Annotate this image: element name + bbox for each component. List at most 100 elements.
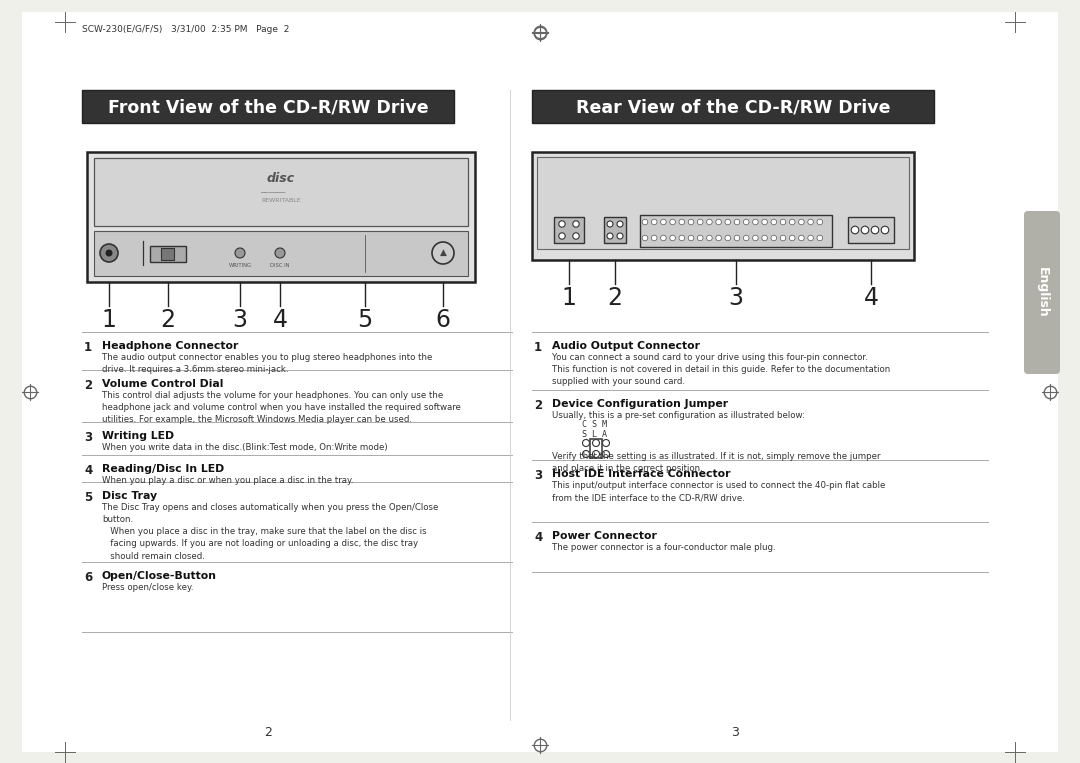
Circle shape [716,235,721,241]
Text: 6: 6 [435,308,450,332]
Text: Front View of the CD-R/RW Drive: Front View of the CD-R/RW Drive [108,98,429,116]
Text: 2: 2 [161,308,175,332]
Circle shape [679,235,685,241]
Bar [150,246,186,262]
Circle shape [558,221,565,227]
Circle shape [432,242,454,264]
Text: 3: 3 [84,431,92,444]
Circle shape [761,235,768,241]
Bar [94,231,468,276]
Bar [532,152,914,260]
Circle shape [816,219,823,225]
Text: WRITING: WRITING [229,263,252,268]
Bar [537,157,909,249]
Circle shape [572,233,579,239]
Circle shape [558,233,565,239]
Circle shape [643,219,648,225]
Bar [94,158,468,226]
Circle shape [706,235,712,241]
Text: 2: 2 [265,726,272,739]
Circle shape [816,235,823,241]
Circle shape [582,439,590,446]
Bar [848,217,894,243]
Text: 6: 6 [84,571,92,584]
Circle shape [753,219,758,225]
Circle shape [734,235,740,241]
Circle shape [734,219,740,225]
Circle shape [603,450,609,458]
Circle shape [688,219,693,225]
Circle shape [706,219,712,225]
Circle shape [725,219,730,225]
Bar [532,90,934,123]
Text: Audio Output Connector: Audio Output Connector [552,341,700,351]
Circle shape [881,226,889,233]
Text: 4: 4 [84,464,92,477]
Text: Volume Control Dial: Volume Control Dial [102,379,224,389]
Text: S L A: S L A [582,430,607,439]
Circle shape [651,219,657,225]
Text: C S M: C S M [582,420,607,429]
Text: English: English [1036,267,1049,318]
Text: When you write data in the disc.(Blink:Test mode, On:Write mode): When you write data in the disc.(Blink:T… [102,443,388,452]
Circle shape [603,439,609,446]
Text: When you play a disc or when you place a disc in the tray.: When you play a disc or when you place a… [102,476,353,485]
Circle shape [789,235,795,241]
Circle shape [607,221,613,227]
Circle shape [861,226,868,233]
Text: 3: 3 [729,286,743,310]
Text: Power Connector: Power Connector [552,531,657,541]
Circle shape [607,233,613,239]
Circle shape [643,235,648,241]
Circle shape [808,235,813,241]
Text: 2: 2 [84,379,92,392]
Bar [82,90,454,123]
Circle shape [582,450,590,458]
Text: 3: 3 [232,308,247,332]
Text: Host IDE Interface Connector: Host IDE Interface Connector [552,469,730,479]
Text: Disc Tray: Disc Tray [102,491,157,501]
Text: You can connect a sound card to your drive using this four-pin connector.
This f: You can connect a sound card to your dri… [552,353,890,386]
Bar [590,439,602,458]
Circle shape [572,221,579,227]
Circle shape [593,450,599,458]
Text: Reading/Disc In LED: Reading/Disc In LED [102,464,225,474]
Circle shape [725,235,730,241]
Circle shape [679,219,685,225]
Circle shape [698,219,703,225]
Text: disc: disc [267,172,295,185]
Circle shape [761,219,768,225]
Bar [640,215,832,247]
Circle shape [851,226,859,233]
Circle shape [688,235,693,241]
Text: 3: 3 [534,469,542,482]
Text: Press open/close key.: Press open/close key. [102,583,193,592]
Circle shape [106,250,112,256]
Circle shape [771,219,777,225]
Text: REWRITABLE: REWRITABLE [261,198,301,202]
Text: The audio output connector enables you to plug stereo headphones into the
drive.: The audio output connector enables you t… [102,353,432,374]
Text: 5: 5 [357,308,373,332]
Circle shape [670,235,675,241]
Circle shape [651,235,657,241]
Text: This control dial adjusts the volume for your headphones. You can only use the
h: This control dial adjusts the volume for… [102,391,461,424]
Circle shape [771,235,777,241]
Text: Open/Close-Button: Open/Close-Button [102,571,217,581]
FancyBboxPatch shape [1024,211,1059,374]
Bar [604,217,626,243]
Text: 2: 2 [534,399,542,412]
Circle shape [780,235,786,241]
Text: ▲: ▲ [440,247,446,256]
Text: This input/output interface connector is used to connect the 40-pin flat cable
f: This input/output interface connector is… [552,481,886,502]
Text: 4: 4 [864,286,878,310]
Text: 1: 1 [562,286,577,310]
Circle shape [275,248,285,258]
Circle shape [798,235,805,241]
Bar [554,217,584,243]
Circle shape [798,219,805,225]
Bar [161,248,174,260]
Circle shape [670,219,675,225]
Text: Headphone Connector: Headphone Connector [102,341,239,351]
Circle shape [780,219,786,225]
Circle shape [235,248,245,258]
